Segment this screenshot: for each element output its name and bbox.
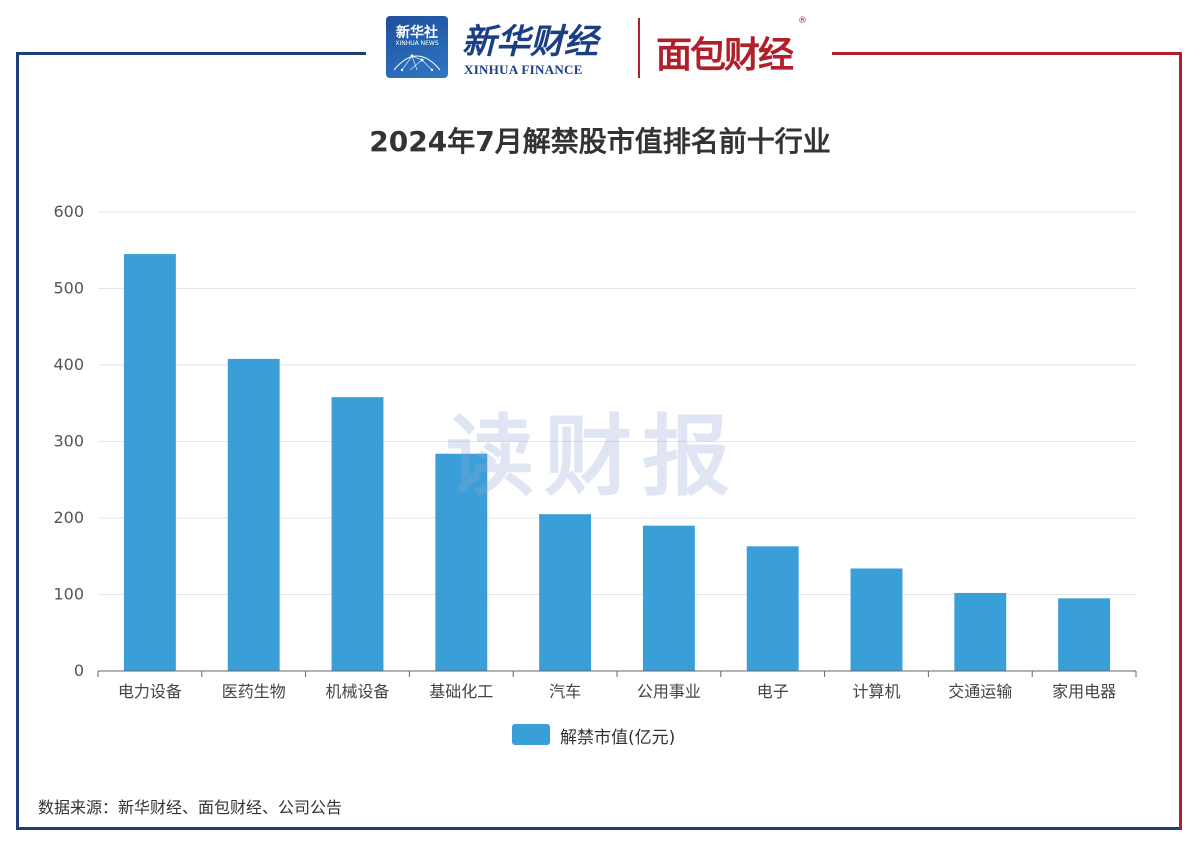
xinhua-finance-logo-en: XINHUA FINANCE (464, 62, 583, 77)
watermark-text: 读财报 (446, 405, 741, 508)
x-category-label: 计算机 (852, 682, 900, 701)
bar-10 (1058, 598, 1111, 671)
source-note: 数据来源：新华财经、面包财经、公司公告 (38, 798, 343, 817)
bar-7 (746, 546, 799, 671)
globe-network-icon (393, 54, 441, 72)
legend-swatch (512, 724, 550, 745)
y-tick-label: 600 (53, 202, 84, 221)
xinhua-badge-sub: XINHUA NEWS (395, 40, 439, 47)
legend-label: 解禁市值(亿元) (560, 728, 676, 748)
xinhua-finance-logo-cn: 新华财经 (462, 22, 598, 62)
bar-9 (954, 592, 1007, 671)
x-category-label: 公用事业 (637, 682, 701, 701)
x-category-label: 电子 (757, 682, 789, 701)
bar-2 (227, 358, 280, 671)
bar-6 (642, 525, 695, 671)
y-tick-label: 400 (53, 355, 84, 374)
frame-border-top-right (832, 52, 1182, 55)
y-tick-label: 500 (53, 279, 84, 298)
x-category-label: 基础化工 (429, 682, 493, 701)
axes: 0 100 200 300 400 500 600 电力设备 医药生物 机械设备 基础化工 汽车 公用事… (53, 202, 1137, 701)
bar-5 (539, 514, 592, 671)
x-category-label: 交通运输 (948, 682, 1012, 701)
logo-divider (638, 18, 640, 78)
registered-mark: ® (798, 16, 807, 26)
bar-1 (123, 254, 176, 671)
x-category-label: 汽车 (549, 682, 581, 701)
x-category-label: 家用电器 (1052, 682, 1116, 701)
y-tick-label: 100 (53, 585, 84, 604)
frame-border-left (16, 52, 19, 830)
y-tick-label: 0 (74, 661, 84, 680)
frame-border-top-left (16, 52, 366, 55)
mianbao-finance-logo: 面包财经 (656, 35, 794, 76)
x-category-label: 电力设备 (118, 682, 182, 701)
header-logos: 新华社 XINHUA NEWS 新华财经 XINHUA FINANCE 面包财经… (380, 10, 820, 82)
bar-8 (850, 568, 903, 671)
xinhua-news-logo: 新华社 XINHUA NEWS (386, 16, 448, 78)
xinhua-badge-text: 新华社 (396, 25, 438, 41)
frame-border-right (1179, 52, 1182, 830)
x-category-label: 机械设备 (325, 682, 389, 701)
y-tick-label: 200 (53, 508, 84, 527)
bar-4 (435, 453, 488, 671)
x-category-label: 医药生物 (222, 682, 286, 701)
chart-title: 2024年7月解禁股市值排名前十行业 (369, 125, 831, 158)
bar-3 (331, 397, 384, 671)
bars (123, 254, 1111, 671)
frame-border-bottom (16, 827, 1182, 830)
y-tick-label: 300 (53, 432, 84, 451)
